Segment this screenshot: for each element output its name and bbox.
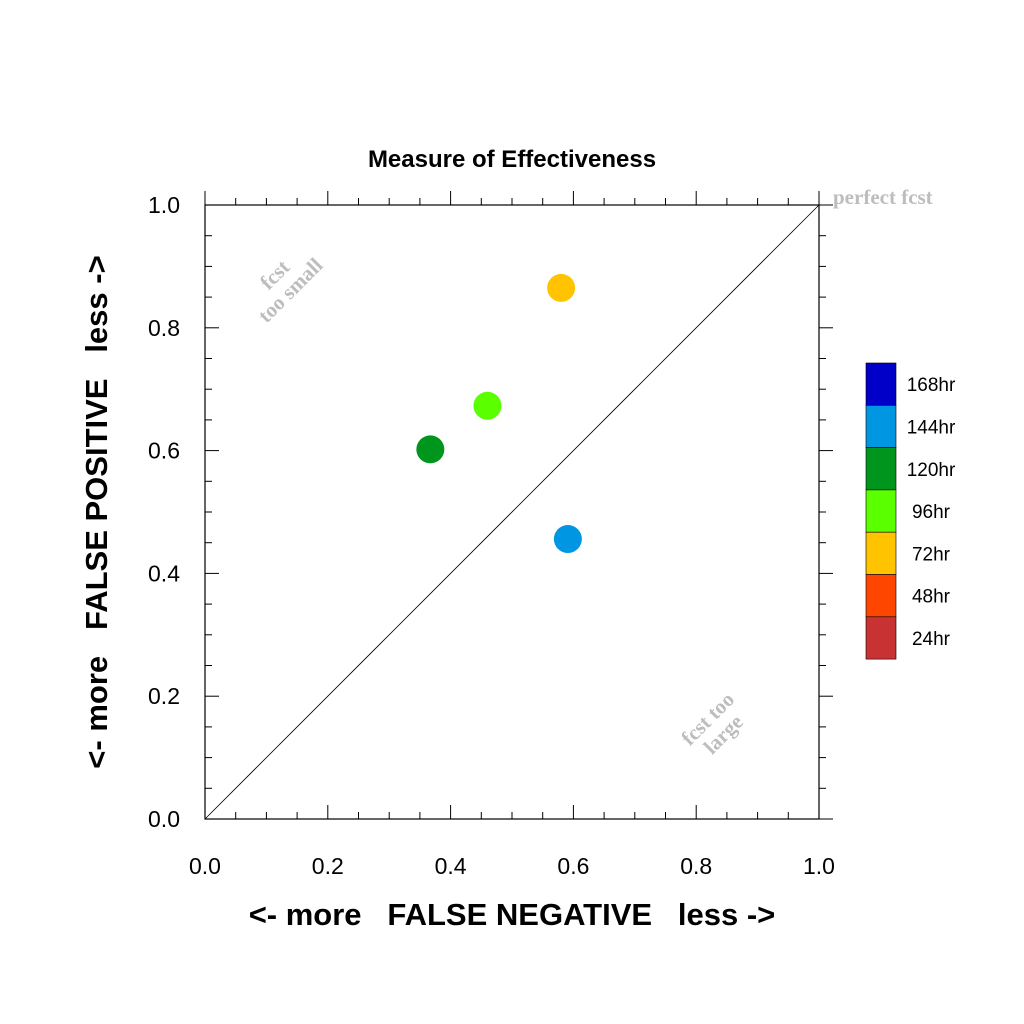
legend-label: 96hr <box>912 502 951 523</box>
chart-title: Measure of Effectiveness <box>368 146 656 173</box>
y-tick-label: 1.0 <box>148 192 180 218</box>
y-tick-label: 0.8 <box>148 315 180 341</box>
y-tick-labels: 0.0 0.2 0.4 0.6 0.8 1.0 <box>148 192 180 832</box>
y-axis-label: <- more FALSE POSITIVE less -> <box>79 255 114 768</box>
x-tick-label: 0.4 <box>435 853 467 879</box>
legend-label: 48hr <box>912 587 951 608</box>
data-point-96hr <box>473 391 502 420</box>
legend: 168hr 144hr 120hr 96hr 72hr 48hr 24hr <box>865 362 956 660</box>
legend-swatch-120hr <box>865 447 897 491</box>
x-axis-label: <- more FALSE NEGATIVE less -> <box>249 897 776 932</box>
x-tick-label: 0.0 <box>189 853 221 879</box>
plot-frame <box>204 204 820 820</box>
data-points <box>416 273 582 554</box>
data-point-120hr <box>416 435 445 464</box>
legend-label: 168hr <box>907 375 956 396</box>
x-tick-label: 1.0 <box>803 853 835 879</box>
data-point-144hr <box>553 525 582 554</box>
x-tick-label: 0.8 <box>680 853 712 879</box>
annotation-too-large: fcst too large <box>676 687 747 758</box>
perfect-forecast-diagonal <box>204 204 820 820</box>
y-tick-label: 0.4 <box>148 560 180 586</box>
annotation-perfect-forecast: perfect fcst <box>833 185 933 209</box>
legend-swatch-96hr <box>865 489 897 533</box>
x-tick-label: 0.2 <box>312 853 344 879</box>
annotation-too-small-line-2: too small <box>253 253 327 327</box>
legend-label: 72hr <box>912 544 951 565</box>
legend-label: 144hr <box>907 417 956 438</box>
y-tick-label: 0.0 <box>148 806 180 832</box>
legend-label: 24hr <box>912 629 951 650</box>
data-point-72hr <box>547 273 576 302</box>
annotation-too-small: fcst too small <box>253 253 327 327</box>
axis-ticks <box>204 191 833 820</box>
legend-label: 120hr <box>907 460 956 481</box>
legend-swatch-144hr <box>865 404 897 448</box>
y-tick-label: 0.2 <box>148 683 180 709</box>
legend-swatch-48hr <box>865 574 897 618</box>
x-tick-labels: 0.0 0.2 0.4 0.6 0.8 1.0 <box>189 853 835 879</box>
x-tick-label: 0.6 <box>557 853 589 879</box>
legend-swatch-72hr <box>865 531 897 575</box>
legend-swatch-168hr <box>865 362 897 406</box>
y-tick-label: 0.6 <box>148 438 180 464</box>
legend-swatch-24hr <box>865 616 897 660</box>
